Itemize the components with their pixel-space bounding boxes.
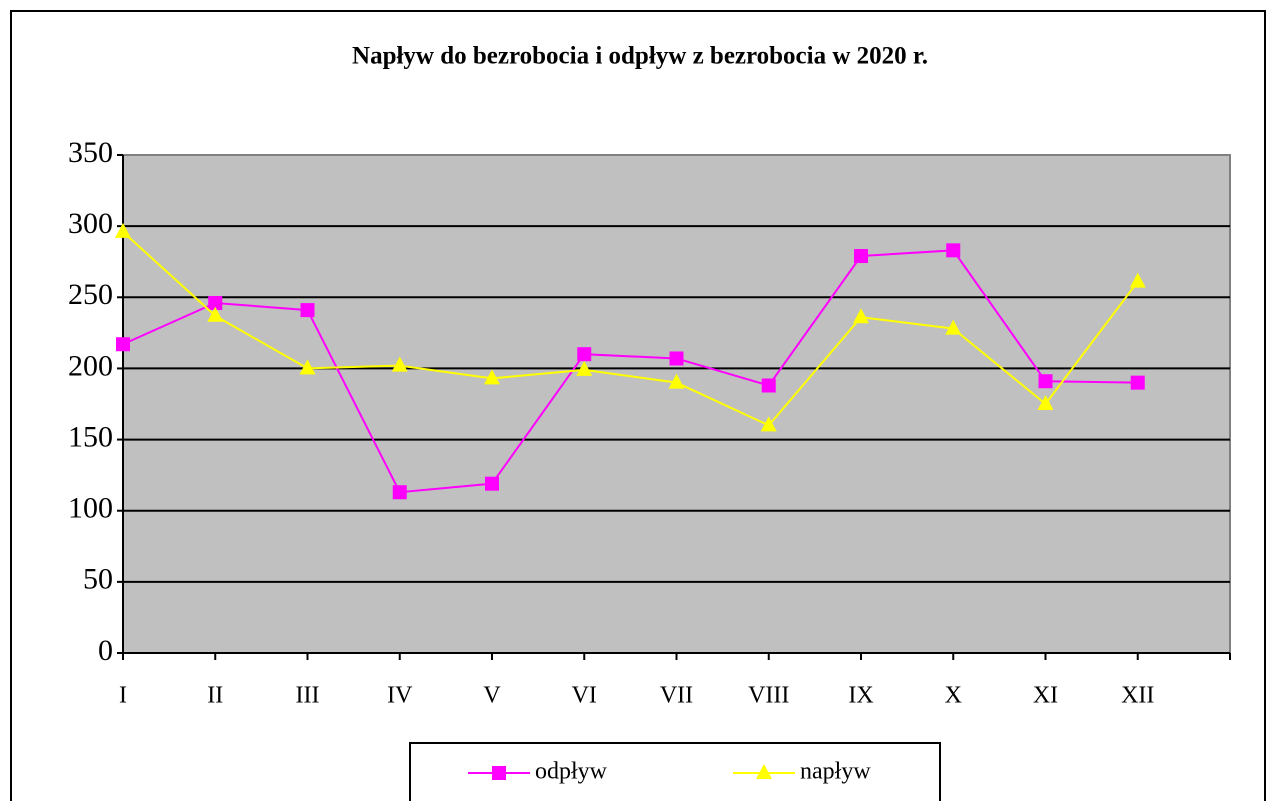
x-tick-label: II — [207, 683, 223, 709]
point — [1038, 374, 1053, 389]
point — [1130, 375, 1145, 390]
point — [1129, 272, 1146, 288]
chart-title: Napływ do bezrobocia i odpływ z bezroboc… — [352, 43, 928, 70]
x-tick-label: IX — [848, 683, 873, 709]
point — [207, 306, 224, 322]
point — [854, 249, 868, 264]
point — [761, 378, 776, 393]
x-tick-label: VI — [572, 683, 597, 709]
legend-label: napływ — [800, 759, 871, 785]
x-tick-label: I — [119, 683, 127, 709]
plot-area — [122, 154, 1231, 654]
point — [668, 373, 685, 389]
point — [485, 476, 499, 491]
point — [853, 308, 869, 324]
x-tick-label: IV — [387, 683, 413, 709]
legend-label: odpływ — [535, 759, 608, 785]
x-tick-label: XI — [1033, 683, 1058, 709]
series-line — [122, 249, 1138, 494]
point — [945, 319, 962, 335]
point — [116, 337, 130, 352]
point — [484, 369, 500, 385]
legend-marker — [756, 764, 772, 779]
point — [669, 351, 684, 366]
y-tick-label: 100 — [68, 492, 113, 525]
point — [946, 243, 961, 258]
point — [115, 222, 131, 238]
point — [392, 485, 407, 500]
x-tick-label: XII — [1121, 683, 1154, 709]
y-tick-label: 350 — [68, 136, 113, 169]
point — [1037, 395, 1054, 410]
y-tick-label: 300 — [68, 207, 113, 240]
point — [299, 359, 316, 375]
x-tick-label: X — [945, 683, 962, 709]
y-tick-label: 150 — [68, 420, 113, 453]
x-tick-label: VIII — [748, 683, 789, 709]
series-line — [122, 231, 1139, 427]
y-tick-label: 250 — [68, 278, 113, 311]
x-tick-label: III — [296, 683, 320, 709]
x-tick-label: V — [483, 683, 501, 709]
y-tick-label: 200 — [68, 349, 113, 382]
point — [208, 295, 223, 310]
y-tick-label: 0 — [98, 634, 113, 667]
legend-marker — [492, 766, 506, 780]
y-tick-label: 50 — [83, 563, 113, 596]
point — [760, 416, 777, 432]
point — [576, 360, 593, 376]
x-tick-label: VII — [660, 683, 693, 709]
point — [391, 356, 408, 372]
point — [577, 347, 592, 362]
point — [300, 303, 315, 318]
